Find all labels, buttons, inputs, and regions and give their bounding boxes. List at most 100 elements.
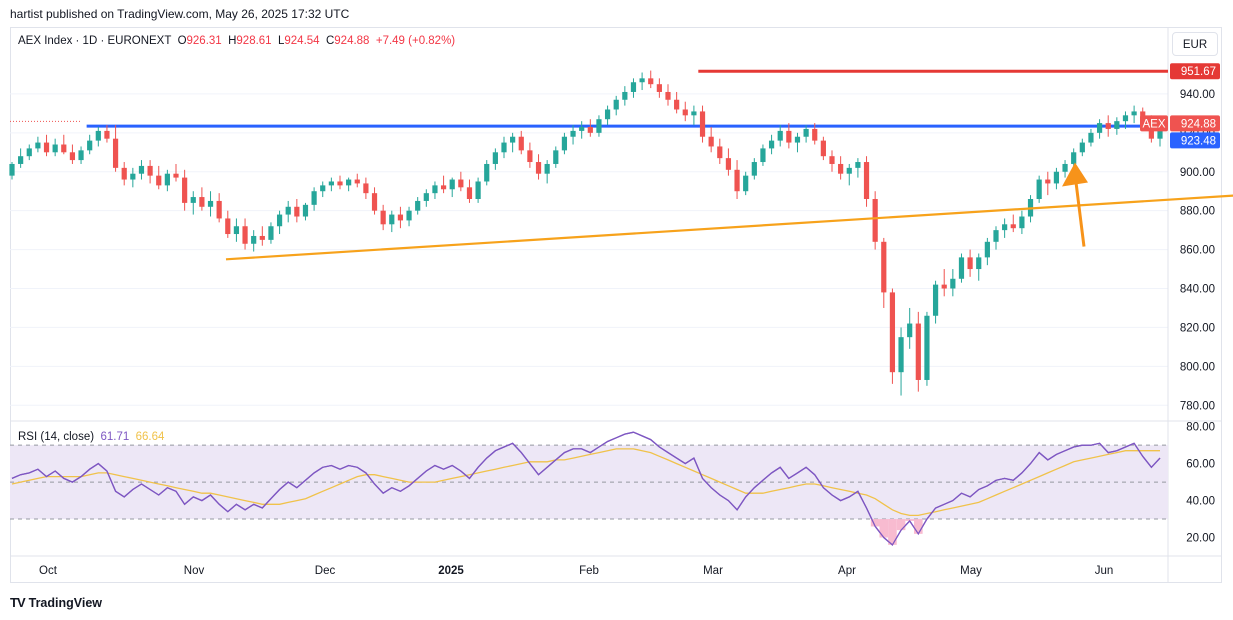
candle-body bbox=[492, 152, 498, 164]
candle-body bbox=[371, 193, 378, 211]
price-tick-label: 840.00 bbox=[1180, 284, 1215, 296]
candle-body bbox=[820, 140, 826, 157]
candle-body bbox=[18, 156, 24, 164]
candle-body bbox=[1045, 179, 1051, 184]
candle-body bbox=[976, 257, 982, 270]
candle-body bbox=[216, 200, 222, 219]
badge-symbol bbox=[1140, 115, 1168, 132]
rsi-line-overlay bbox=[11, 431, 1161, 546]
annotation-arrow-shaft bbox=[1074, 182, 1086, 247]
candle-body bbox=[734, 169, 740, 192]
price-tick-label: 900.00 bbox=[1180, 167, 1215, 179]
candle-body bbox=[259, 235, 265, 240]
candle-body bbox=[380, 210, 386, 225]
badge-symbol-label: AEX bbox=[1142, 118, 1165, 130]
candle-body bbox=[173, 173, 179, 178]
candle-body bbox=[1062, 163, 1068, 172]
candle-body bbox=[527, 150, 533, 163]
price-tick-label: 880.00 bbox=[1180, 206, 1215, 218]
open-value: 926.31 bbox=[186, 35, 222, 47]
candle-body bbox=[777, 130, 783, 141]
orange-support-trendline bbox=[225, 194, 1233, 261]
candle-body bbox=[613, 99, 619, 110]
candle-body bbox=[717, 146, 723, 159]
open-label: O bbox=[177, 35, 187, 47]
candle-body bbox=[276, 214, 283, 227]
high-value: 928.61 bbox=[236, 35, 272, 47]
candle-body bbox=[1096, 123, 1103, 133]
candle-body bbox=[311, 191, 317, 205]
candle-body bbox=[466, 187, 473, 199]
candle-body bbox=[484, 163, 490, 182]
tradingview-logo-icon: TV bbox=[10, 595, 26, 610]
currency-button[interactable]: EUR bbox=[1172, 32, 1218, 56]
candle-body bbox=[639, 78, 645, 83]
close-value: 924.88 bbox=[334, 35, 370, 47]
candle-body bbox=[743, 175, 749, 192]
candle-body bbox=[61, 144, 67, 153]
candle-body bbox=[294, 206, 300, 217]
candle-body bbox=[1019, 216, 1025, 229]
candle-body bbox=[898, 337, 904, 373]
candle-body bbox=[915, 323, 921, 380]
candle-body bbox=[406, 210, 412, 221]
candle-body bbox=[1131, 111, 1137, 116]
candle-body bbox=[121, 167, 127, 180]
rsi-value: 61.71 bbox=[100, 431, 130, 443]
badge-last-price-value: 924.88 bbox=[1181, 118, 1216, 130]
time-tick-label: Mar bbox=[703, 565, 723, 577]
candle-body bbox=[907, 323, 913, 338]
candle-body bbox=[363, 183, 369, 194]
change-value: +7.49 (+0.82%) bbox=[375, 35, 456, 47]
candle-body bbox=[156, 175, 162, 186]
candle-body bbox=[43, 142, 50, 153]
candle-body bbox=[268, 226, 274, 240]
candle-body bbox=[932, 284, 939, 316]
candle-body bbox=[674, 99, 680, 110]
candle-body bbox=[354, 179, 360, 184]
candle-body bbox=[838, 163, 844, 174]
candle-body bbox=[708, 136, 714, 147]
price-tick-label: 820.00 bbox=[1180, 322, 1215, 334]
candle-body bbox=[760, 148, 766, 163]
candle-body bbox=[242, 226, 248, 244]
symbol-label[interactable]: AEX Index · 1D · EURONEXT bbox=[18, 35, 172, 47]
candle-body bbox=[751, 162, 757, 176]
candle-body bbox=[1053, 171, 1060, 184]
candle-body bbox=[1105, 123, 1111, 129]
rsi-tick-label: 60.00 bbox=[1186, 459, 1215, 471]
close-label: C bbox=[325, 35, 335, 47]
candle-body bbox=[656, 84, 662, 92]
candle-body bbox=[1002, 224, 1008, 231]
candle-body bbox=[553, 150, 559, 164]
candle-body bbox=[440, 185, 447, 190]
rsi-legend: RSI (14, close) 61.71 66.64 bbox=[18, 431, 164, 443]
candle-body bbox=[1036, 179, 1042, 199]
candle-body bbox=[233, 226, 240, 235]
candle-body bbox=[587, 127, 593, 133]
tradingview-brand: TradingView bbox=[28, 595, 103, 610]
candle-body bbox=[570, 130, 576, 137]
candle-body bbox=[544, 163, 550, 174]
annotation-arrow-head bbox=[1062, 162, 1088, 187]
candle-body bbox=[665, 91, 671, 100]
candle-body bbox=[52, 144, 58, 153]
time-tick-label: May bbox=[960, 565, 982, 577]
candle-body bbox=[207, 200, 214, 207]
time-tick-label: Oct bbox=[39, 565, 58, 577]
candle-body bbox=[389, 214, 395, 225]
publish-caption: hartist published on TradingView.com, Ma… bbox=[10, 7, 350, 21]
candle-body bbox=[518, 136, 524, 151]
candle-body bbox=[112, 138, 119, 168]
candle-body bbox=[337, 181, 343, 186]
candle-body bbox=[596, 119, 602, 133]
candle-body bbox=[423, 193, 429, 201]
low-label: L bbox=[277, 35, 285, 47]
candle-body bbox=[803, 128, 809, 137]
tradingview-footer[interactable]: TV TradingView bbox=[10, 595, 102, 610]
candle-body bbox=[78, 150, 84, 161]
rsi-title[interactable]: RSI (14, close) bbox=[18, 431, 95, 443]
time-tick-label: Jun bbox=[1095, 565, 1114, 577]
candle-body bbox=[501, 142, 507, 153]
